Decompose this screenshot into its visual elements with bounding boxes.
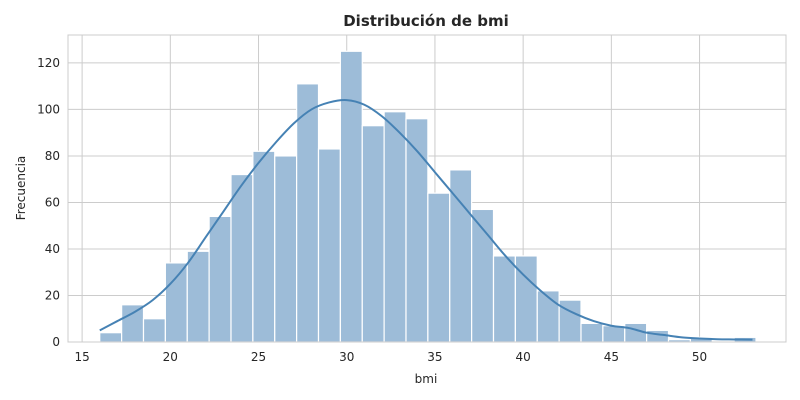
x-axis-label: bmi [415, 372, 438, 386]
histogram-bar [296, 83, 320, 343]
histogram-bar [646, 329, 670, 343]
x-tick-label: 40 [516, 350, 531, 364]
x-tick-label: 50 [692, 350, 707, 364]
y-tick-label: 60 [45, 195, 60, 209]
x-tick-label: 15 [74, 350, 89, 364]
y-axis-label: Frecuencia [14, 156, 28, 221]
histogram-bar [339, 50, 363, 343]
y-tick-label: 80 [45, 149, 60, 163]
y-tick-label: 120 [37, 56, 60, 70]
histogram-bar [383, 111, 407, 343]
histogram-bar [99, 332, 123, 343]
plot-area-frame [67, 34, 787, 343]
histogram-bar [252, 150, 276, 343]
x-tick-label: 25 [251, 350, 266, 364]
chart-title: Distribución de bmi [343, 12, 509, 30]
histogram-bar [208, 215, 232, 343]
histogram-bar [536, 290, 560, 343]
y-tick-label: 20 [45, 288, 60, 302]
histogram-bar [317, 148, 341, 343]
y-tick-labels: 0 20 40 60 80 100 120 [37, 56, 60, 349]
histogram-bar [492, 255, 516, 343]
x-tick-labels: 15 20 25 30 35 40 45 50 [74, 350, 707, 364]
x-tick-label: 45 [604, 350, 619, 364]
x-tick-label: 35 [427, 350, 442, 364]
y-tick-label: 40 [45, 242, 60, 256]
histogram-bar [602, 325, 626, 343]
x-tick-label: 30 [339, 350, 354, 364]
histogram-bars [99, 50, 757, 343]
y-tick-label: 0 [52, 335, 60, 349]
histogram-bar [164, 262, 188, 343]
histogram-bar [361, 125, 385, 343]
histogram-bar [274, 155, 298, 343]
histogram-bar [186, 250, 210, 343]
x-tick-label: 20 [163, 350, 178, 364]
histogram-bar [449, 169, 473, 343]
histogram-bar [580, 322, 604, 343]
histogram-bar [121, 304, 145, 343]
histogram-bar [230, 173, 254, 343]
histogram-bar [142, 318, 166, 343]
y-tick-label: 100 [37, 102, 60, 116]
kde-curve [99, 99, 753, 341]
histogram-bar [427, 192, 451, 343]
